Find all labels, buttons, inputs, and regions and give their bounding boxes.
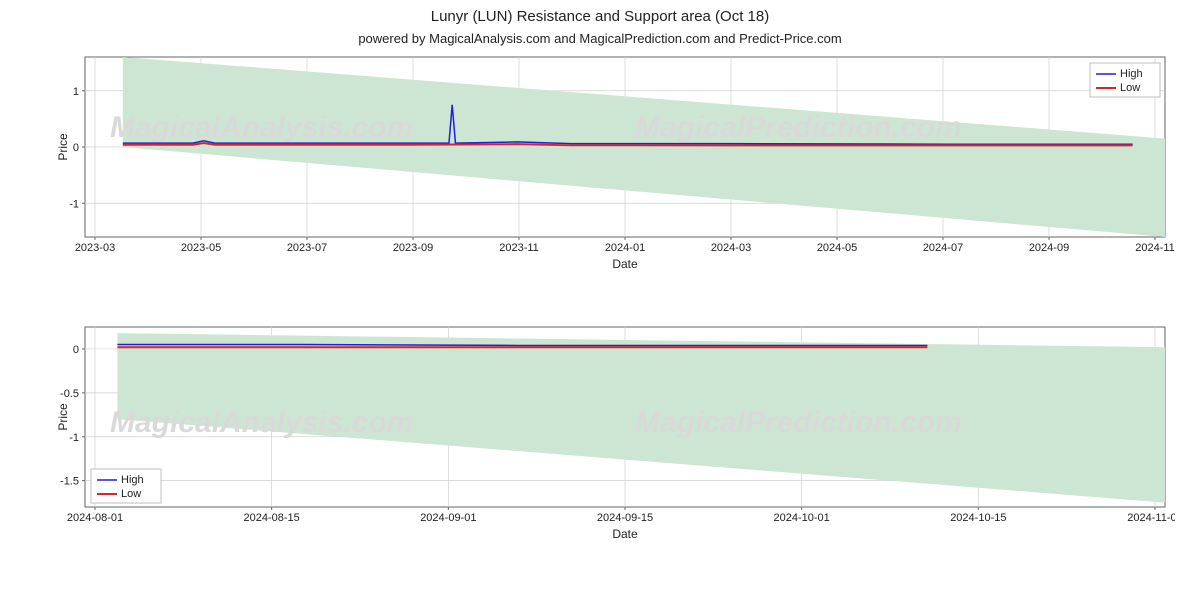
top-legend: High Low [1090, 63, 1160, 97]
top-yticks: -1 0 1 [69, 86, 85, 211]
svg-text:2024-09-01: 2024-09-01 [420, 512, 476, 524]
bottom-xticks: 2024-08-01 2024-08-15 2024-09-01 2024-09-15… [67, 507, 1175, 524]
svg-text:2023-03: 2023-03 [75, 242, 115, 254]
svg-text:2024-09-15: 2024-09-15 [597, 512, 653, 524]
page-subtitle: powered by MagicalAnalysis.com and Magic… [0, 25, 1200, 52]
svg-text:2024-10-15: 2024-10-15 [950, 512, 1006, 524]
top-ylabel: Price [56, 133, 70, 161]
watermark-text: MagicalPrediction.com [635, 111, 962, 144]
svg-text:2024-05: 2024-05 [817, 242, 857, 254]
svg-text:2024-08-01: 2024-08-01 [67, 512, 123, 524]
svg-text:2023-09: 2023-09 [393, 242, 433, 254]
svg-text:0: 0 [73, 142, 79, 154]
bottom-chart: MagicalAnalysis.com MagicalPrediction.co… [55, 322, 1175, 542]
svg-text:1: 1 [73, 86, 79, 98]
svg-text:2024-10-01: 2024-10-01 [774, 512, 830, 524]
svg-text:2024-09: 2024-09 [1029, 242, 1069, 254]
svg-text:2024-07: 2024-07 [923, 242, 963, 254]
bottom-legend: High Low [91, 469, 161, 503]
legend-high-label: High [1120, 68, 1143, 80]
svg-text:0: 0 [73, 344, 79, 356]
svg-text:2024-08-15: 2024-08-15 [244, 512, 300, 524]
svg-text:2024-01: 2024-01 [605, 242, 645, 254]
svg-text:2023-05: 2023-05 [181, 242, 221, 254]
watermark-text: MagicalAnalysis.com [110, 111, 413, 144]
bottom-chart-svg: MagicalAnalysis.com MagicalPrediction.co… [55, 322, 1175, 542]
top-chart-svg: MagicalAnalysis.com MagicalPrediction.co… [55, 52, 1175, 272]
svg-text:-0.5: -0.5 [60, 388, 79, 400]
top-support-resistance-area [123, 57, 1165, 237]
top-chart: MagicalAnalysis.com MagicalPrediction.co… [55, 52, 1175, 272]
svg-text:2023-11: 2023-11 [499, 242, 539, 254]
bottom-xlabel: Date [612, 527, 638, 541]
svg-text:-1: -1 [69, 198, 79, 210]
svg-text:2024-03: 2024-03 [711, 242, 751, 254]
svg-text:2024-11-01: 2024-11-01 [1127, 512, 1175, 524]
legend-low-label: Low [121, 488, 141, 500]
bottom-high-line [117, 345, 927, 346]
svg-text:-1.5: -1.5 [60, 476, 79, 488]
legend-high-label: High [121, 474, 144, 486]
page-title: Lunyr (LUN) Resistance and Support area … [0, 0, 1200, 25]
watermark-text: MagicalAnalysis.com [110, 406, 413, 439]
legend-low-label: Low [1120, 82, 1140, 94]
top-xticks: 2023-03 2023-05 2023-07 2023-09 2023-11 2024-… [75, 237, 1175, 254]
svg-text:2023-07: 2023-07 [287, 242, 327, 254]
top-xlabel: Date [612, 257, 638, 271]
watermark-text: MagicalPrediction.com [635, 406, 962, 439]
svg-text:2024-11: 2024-11 [1135, 242, 1175, 254]
svg-text:-1: -1 [69, 432, 79, 444]
bottom-ylabel: Price [56, 403, 70, 431]
